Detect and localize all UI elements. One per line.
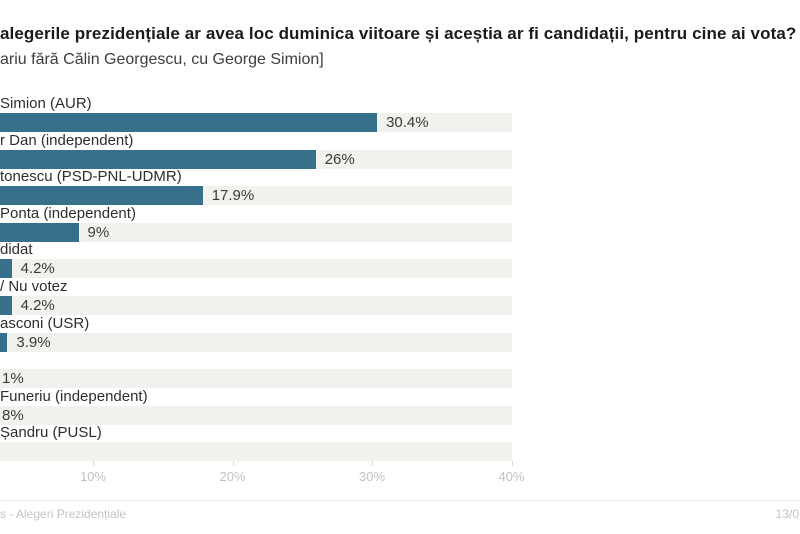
- bar-track: [0, 149, 512, 169]
- chart-subtitle: ariu fără Călin Georgescu, cu George Sim…: [0, 51, 324, 68]
- bar-row-label: r Dan (independent): [0, 131, 134, 149]
- x-axis-tick-label: 40%: [498, 469, 525, 484]
- x-axis-tick-mark: [232, 461, 234, 466]
- footer-source: s - Alegeri Prezidențiale: [0, 507, 127, 521]
- bar-track: [0, 296, 512, 315]
- bar-fill: [0, 149, 316, 169]
- bar-row-label: Ponta (independent): [0, 204, 136, 222]
- bar-value-label: 1%: [2, 370, 24, 388]
- footer-divider: [0, 500, 800, 501]
- bar-value-label: 17.9%: [211, 187, 255, 205]
- bar-row-label: Funeriu (independent): [0, 387, 148, 405]
- bar-track: [0, 369, 512, 389]
- x-axis-tick-mark: [372, 461, 373, 466]
- bar-fill: [0, 296, 12, 315]
- bar-fill: [0, 259, 12, 279]
- bar-track: [0, 222, 512, 242]
- bar-value-label: 9%: [87, 223, 110, 241]
- footer-date: 13/0: [775, 507, 799, 521]
- bar-value-label: 3.9%: [16, 333, 51, 351]
- x-axis-tick-label: 10%: [79, 469, 107, 484]
- x-axis-tick-label: 30%: [358, 469, 386, 484]
- bar-value-label: 4.2%: [20, 260, 55, 278]
- bar-track: [0, 186, 512, 206]
- bar-track: [0, 442, 512, 462]
- bar-track: [0, 259, 512, 279]
- bar-value-label: 4.2%: [20, 297, 55, 314]
- bar-track: [0, 332, 512, 352]
- bar-fill: [0, 222, 79, 242]
- bar-value-label: 26%: [324, 150, 355, 168]
- bar-row-label: Simion (AUR): [0, 95, 92, 112]
- x-axis-tick-mark: [93, 461, 94, 466]
- bar-row-label: / Nu votez: [0, 278, 68, 295]
- bar-row-label: Șandru (PUSL): [0, 424, 102, 442]
- bar-row-label: didat: [0, 241, 33, 259]
- bar-fill: [0, 186, 203, 206]
- bar-track: [0, 113, 512, 132]
- bar-value-label: 30.4%: [386, 114, 429, 131]
- x-axis-tick-label: 20%: [219, 469, 246, 484]
- bar-row-label: tonescu (PSD-PNL-UDMR): [0, 168, 182, 186]
- bar-row-label: asconi (USR): [0, 314, 90, 332]
- bar-fill: [0, 113, 378, 132]
- chart-title: alegerile prezidențiale ar avea loc dumi…: [0, 24, 797, 43]
- x-axis-tick-mark: [511, 461, 513, 466]
- bar-value-label: 8%: [2, 406, 24, 424]
- bar-fill: [0, 332, 8, 352]
- bar-track: [0, 405, 512, 425]
